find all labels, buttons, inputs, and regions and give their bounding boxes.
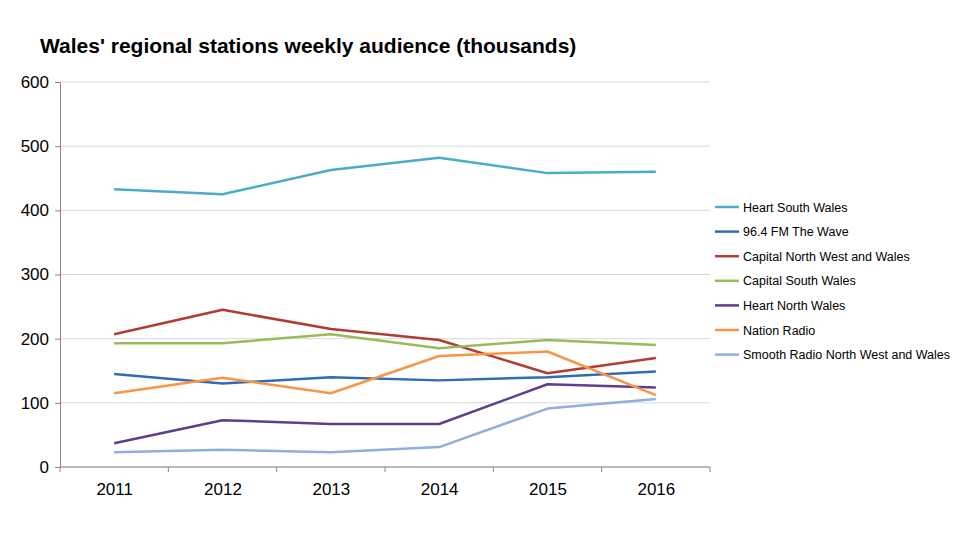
grid-line — [60, 146, 710, 147]
x-boundary-tick — [276, 467, 277, 472]
x-boundary-tick — [710, 467, 711, 472]
y-tick: 200 — [21, 330, 60, 349]
legend-label: Smooth Radio North West and Wales — [743, 348, 950, 362]
legend-label: 96.4 FM The Wave — [743, 225, 849, 239]
legend-swatch — [715, 329, 739, 332]
x-tick-label: 2016 — [637, 480, 675, 499]
grid-line — [60, 82, 710, 83]
legend-swatch — [715, 255, 739, 258]
legend-swatch — [715, 230, 739, 233]
title: Wales' regional stations weekly audience… — [40, 34, 576, 57]
x-tick: 2013 — [312, 467, 350, 499]
x-tick: 2012 — [204, 467, 242, 499]
x-tick-label: 2014 — [421, 480, 459, 499]
y-tick-mark — [55, 146, 60, 147]
y-tick: 400 — [21, 201, 60, 220]
x-boundary-tick — [493, 467, 494, 472]
x-tick: 2015 — [529, 467, 567, 499]
legend-swatch — [715, 353, 739, 356]
grid — [60, 82, 710, 467]
series-line — [114, 399, 656, 452]
series-line — [114, 334, 656, 348]
grid-line — [60, 274, 710, 275]
series-line — [114, 158, 656, 195]
x-tick: 2011 — [96, 467, 133, 499]
y-tick: 500 — [21, 137, 60, 156]
x-boundary-tick — [385, 467, 386, 472]
x-boundary-tick — [168, 467, 169, 472]
x-axis: 2011 2012 2013 2014 2015 2016 — [60, 467, 710, 499]
chart: Wales' regional stations weekly audience… — [0, 0, 976, 549]
y-tick-label: 600 — [21, 73, 49, 92]
y-tick-mark — [55, 275, 60, 276]
y-tick-label: 300 — [21, 265, 49, 284]
legend: Heart South Wales 96.4 FM The Wave Capital… — [715, 201, 950, 363]
x-tick: 2016 — [637, 467, 675, 499]
y-axis-line — [60, 83, 61, 468]
x-boundary-ticks — [60, 467, 710, 472]
y-tick-mark — [55, 403, 60, 404]
series-line — [114, 310, 656, 374]
x-tick-label: 2012 — [204, 480, 242, 499]
x-tick-label: 2013 — [312, 480, 350, 499]
x-tick-label: 2011 — [96, 480, 133, 499]
x-tick-label: 2015 — [529, 480, 567, 499]
legend-label: Capital North West and Wales — [743, 250, 910, 264]
series-line — [114, 384, 656, 443]
legend-label: Heart South Wales — [743, 201, 847, 215]
legend-swatch — [715, 280, 739, 283]
y-tick: 600 — [21, 73, 60, 92]
y-tick-label: 0 — [40, 458, 49, 477]
legend-label: Nation Radio — [743, 324, 815, 338]
series-line — [114, 352, 656, 396]
y-tick: 100 — [21, 394, 60, 413]
x-boundary-tick — [60, 467, 61, 472]
y-tick-label: 400 — [21, 201, 49, 220]
legend-swatch — [715, 206, 739, 209]
y-tick-mark — [55, 210, 60, 211]
y-tick-mark — [55, 467, 60, 468]
y-tick-label: 100 — [21, 394, 49, 413]
y-tick-label: 500 — [21, 137, 49, 156]
y-tick-label: 200 — [21, 330, 49, 349]
y-tick-mark — [55, 82, 60, 83]
y-axis: 0 100 200 300 400 500 600 — [21, 73, 61, 477]
legend-swatch — [715, 304, 739, 307]
y-tick: 300 — [21, 265, 60, 284]
grid-line — [60, 338, 710, 339]
y-tick-mark — [55, 339, 60, 340]
legend-label: Heart North Wales — [743, 299, 845, 313]
lines — [114, 158, 656, 453]
y-tick: 0 — [40, 458, 60, 477]
legend-label: Capital South Wales — [743, 274, 856, 288]
x-boundary-tick — [601, 467, 602, 472]
x-tick: 2014 — [421, 467, 459, 499]
grid-line — [60, 210, 710, 211]
